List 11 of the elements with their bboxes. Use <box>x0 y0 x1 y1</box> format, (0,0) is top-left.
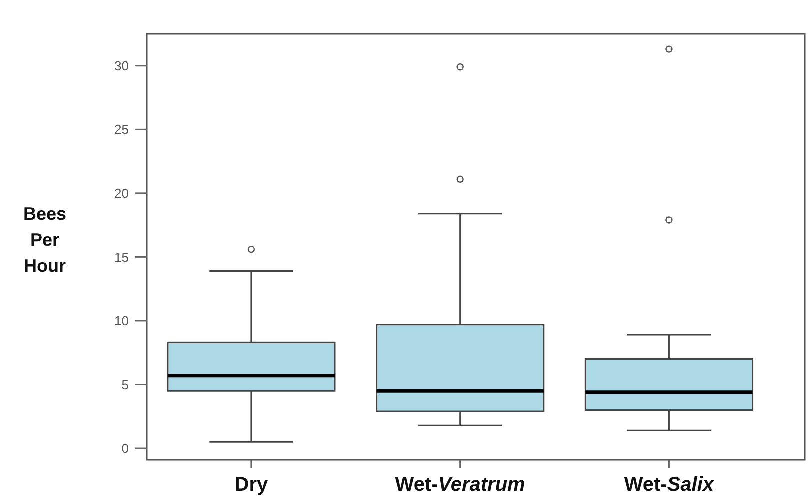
y-tick-label: 10 <box>114 314 129 329</box>
y-tick-label: 20 <box>114 186 129 201</box>
y-tick-label: 15 <box>114 250 129 265</box>
x-tick-label: Wet-Salix <box>624 474 715 496</box>
y-tick-label: 5 <box>122 377 129 392</box>
x-tick-label: Dry <box>234 474 269 496</box>
y-tick-label: 25 <box>114 122 129 138</box>
x-tick-label: Wet-Veratrum <box>395 474 526 496</box>
y-axis-title: Bees Per Hour <box>23 204 67 276</box>
y-tick-label: 0 <box>122 441 129 456</box>
y-tick-label: 30 <box>114 58 129 74</box>
